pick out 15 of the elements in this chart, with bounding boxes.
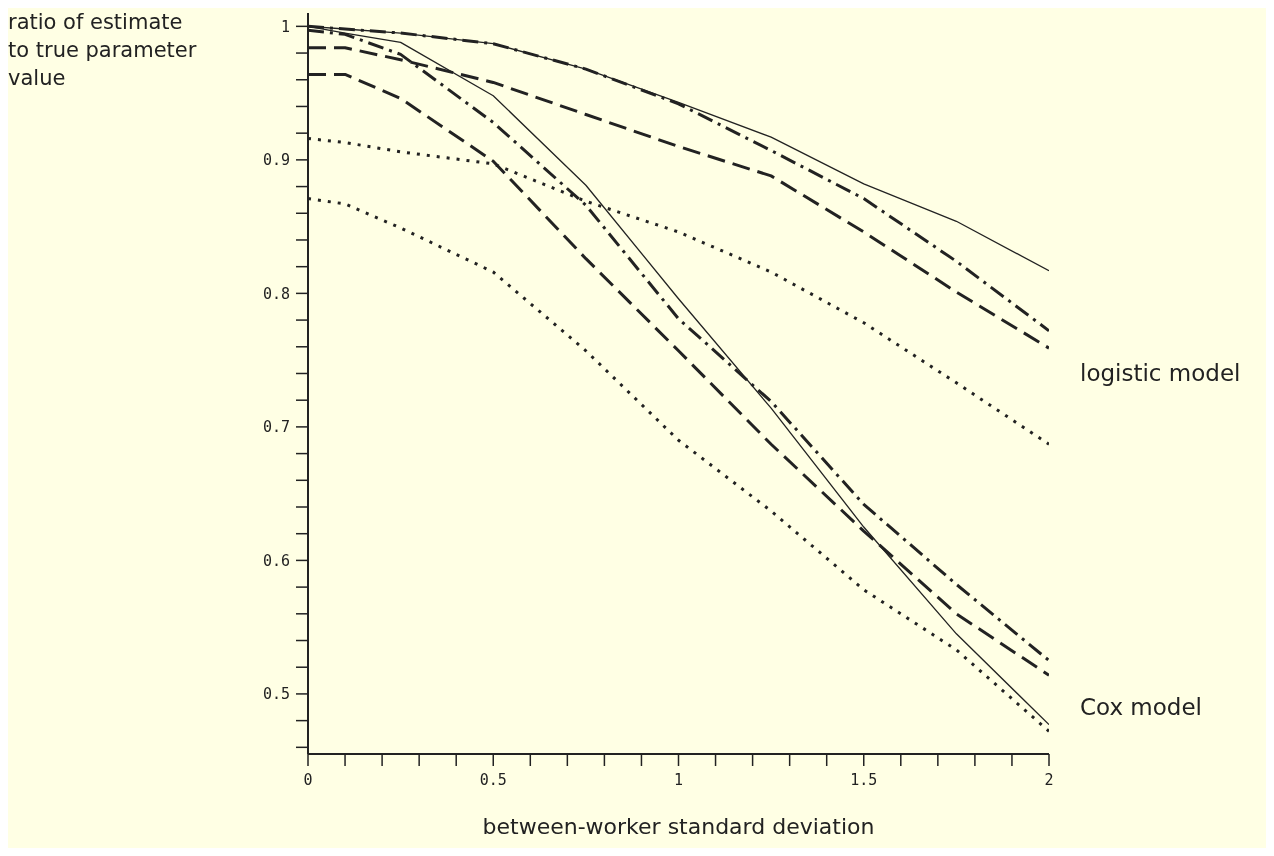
y-tick-label: 0.6 [262, 551, 290, 570]
x-tick-label: 0 [303, 770, 313, 789]
y-tick-label: 0.8 [262, 284, 290, 303]
y-tick-label: 1 [280, 17, 290, 36]
x-tick-label: 2 [1044, 770, 1054, 789]
x-tick-label: 0.5 [479, 770, 507, 789]
y-tick-label: 0.5 [262, 685, 290, 704]
x-tick-label: 1 [673, 770, 684, 789]
y-axis-title: ratio of estimate to true parameter value [8, 9, 198, 92]
y-tick-label: 0.9 [262, 151, 290, 170]
x-axis-title: between-worker standard deviation [481, 814, 876, 839]
y-tick-label: 0.7 [262, 418, 290, 437]
text: Cox model [1080, 694, 1202, 720]
x-tick-label: 1.5 [850, 770, 878, 789]
text: logistic model [1080, 360, 1241, 386]
